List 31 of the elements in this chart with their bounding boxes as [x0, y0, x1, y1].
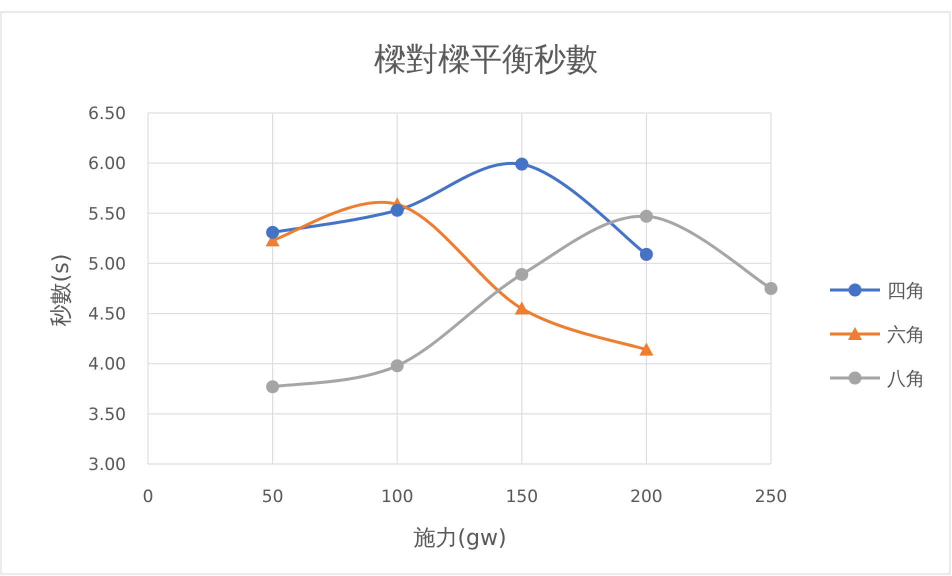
x-axis-title: 施力(gw) [413, 526, 507, 551]
y-tick-label: 6.50 [88, 104, 126, 124]
y-tick-label: 4.50 [88, 304, 126, 325]
x-tick-label: 150 [506, 487, 538, 507]
y-axis-title: 秒數(s) [49, 254, 74, 326]
point [639, 342, 654, 356]
point [266, 380, 280, 394]
legend-label: 八角 [887, 368, 925, 390]
x-tick-label: 250 [754, 487, 788, 507]
y-tick-label: 3.00 [88, 455, 126, 475]
point [764, 282, 778, 295]
point [266, 226, 280, 239]
x-tick-label: 0 [142, 487, 154, 507]
legend-label: 六角 [887, 324, 925, 346]
legend-label: 四角 [887, 280, 925, 302]
point [640, 210, 653, 223]
y-tick-label: 3.50 [88, 404, 126, 425]
y-tick-label: 5.50 [88, 204, 126, 224]
point [514, 302, 529, 315]
point [515, 158, 528, 171]
y-tick-label: 4.00 [88, 354, 126, 375]
point [390, 359, 404, 372]
x-tick-label: 200 [630, 487, 663, 507]
y-tick-label: 5.00 [88, 254, 126, 274]
point [515, 268, 528, 281]
x-tick-label: 50 [262, 487, 284, 507]
y-tick-label: 6.00 [88, 154, 126, 174]
chart-title: 樑對樑平衡秒數 [374, 40, 598, 78]
point [390, 204, 404, 217]
x-tick-label: 100 [380, 487, 414, 507]
point [640, 248, 653, 261]
